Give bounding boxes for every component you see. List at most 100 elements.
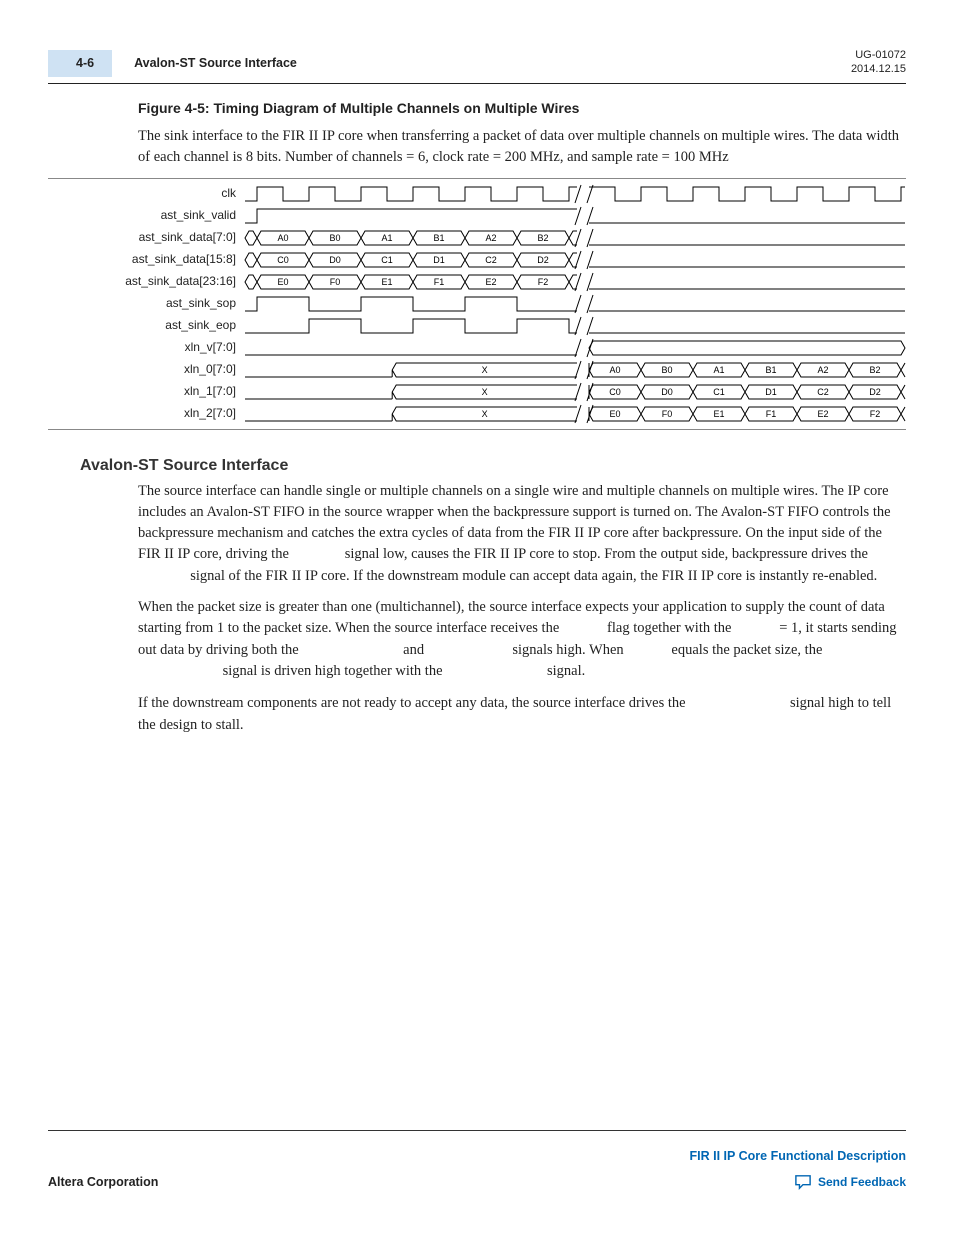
signal-wave (244, 337, 906, 359)
svg-text:B0: B0 (661, 365, 672, 375)
svg-text:D0: D0 (329, 255, 341, 265)
svg-text:C0: C0 (609, 387, 621, 397)
timing-rows: clk ast_sink_valid ast_sink_data[7:0] A0 B0 A… (48, 183, 906, 425)
signal-label: ast_sink_eop (48, 317, 244, 334)
p2a: When the packet size is greater than one… (138, 599, 885, 636)
signal-row: xln_0[7:0]XA0B0A1B1A2B2 (48, 359, 906, 381)
signal-row: xln_2[7:0] X E0 F0 E1 F1 E2 F2 (48, 403, 906, 425)
svg-text:B0: B0 (329, 233, 340, 243)
timing-diagram: clk ast_sink_valid ast_sink_data[7:0] A0 B0 A… (48, 178, 906, 430)
signal-label: xln_2[7:0] (48, 405, 244, 422)
svg-text:A0: A0 (609, 365, 620, 375)
signal-wave (244, 205, 906, 227)
header-rule (48, 83, 906, 84)
signal-wave: E0F0E1F1E2F2 (244, 271, 906, 293)
page-header: 4-6 Avalon-ST Source Interface UG-01072 … (48, 48, 906, 77)
page-footer: Altera Corporation FIR II IP Core Functi… (48, 1147, 906, 1191)
section-p3: If the downstream components are not rea… (138, 693, 906, 736)
signal-wave (244, 293, 906, 315)
send-feedback-link[interactable]: Send Feedback (690, 1174, 906, 1191)
svg-text:B2: B2 (869, 365, 880, 375)
header-right: UG-01072 2014.12.15 (851, 48, 906, 77)
timing-top-rule (48, 178, 906, 179)
signal-label: xln_0[7:0] (48, 361, 244, 378)
section-title: Avalon-ST Source Interface (80, 454, 906, 477)
svg-text:A1: A1 (713, 365, 724, 375)
signal-wave (244, 315, 906, 337)
doc-id: UG-01072 (851, 48, 906, 62)
svg-text:F1: F1 (766, 409, 777, 419)
svg-text:D1: D1 (765, 387, 777, 397)
svg-text:D2: D2 (537, 255, 549, 265)
p1c: signal of the FIR II IP core. If the dow… (187, 568, 878, 584)
svg-text:A2: A2 (485, 233, 496, 243)
figure-caption: The sink interface to the FIR II IP core… (138, 126, 906, 168)
signal-row: ast_sink_data[7:0] A0 B0 A1 B1 A2 B2 (48, 227, 906, 249)
svg-text:B1: B1 (433, 233, 444, 243)
svg-text:E2: E2 (485, 277, 496, 287)
signal-label: ast_sink_data[7:0] (48, 229, 244, 246)
svg-text:E2: E2 (817, 409, 828, 419)
section-p1: The source interface can handle single o… (138, 481, 906, 587)
signal-label: ast_sink_sop (48, 295, 244, 312)
signal-label: clk (48, 185, 244, 202)
svg-text:A2: A2 (817, 365, 828, 375)
footer-left: Altera Corporation (48, 1173, 158, 1191)
svg-text:X: X (482, 387, 488, 397)
p2h: signal. (543, 663, 585, 679)
signal-label: ast_sink_data[23:16] (48, 273, 244, 290)
header-left: 4-6 Avalon-ST Source Interface (48, 50, 297, 76)
feedback-label: Send Feedback (818, 1174, 906, 1191)
signal-row: xln_v[7:0] (48, 337, 906, 359)
signal-wave: XA0B0A1B1A2B2 (244, 359, 906, 381)
signal-wave (244, 183, 906, 205)
svg-text:E1: E1 (713, 409, 724, 419)
signal-row: clk (48, 183, 906, 205)
svg-text:E0: E0 (609, 409, 620, 419)
timing-bottom-rule (48, 429, 906, 430)
signal-label: ast_sink_data[15:8] (48, 251, 244, 268)
svg-text:C1: C1 (713, 387, 725, 397)
svg-text:D1: D1 (433, 255, 445, 265)
signal-row: ast_sink_sop (48, 293, 906, 315)
signal-label: xln_v[7:0] (48, 339, 244, 356)
svg-text:X: X (482, 409, 488, 419)
svg-text:E1: E1 (381, 277, 392, 287)
svg-text:D0: D0 (661, 387, 673, 397)
svg-text:A0: A0 (277, 233, 288, 243)
svg-text:C0: C0 (277, 255, 289, 265)
signal-row: ast_sink_data[23:16]E0F0E1F1E2F2 (48, 271, 906, 293)
svg-text:F0: F0 (662, 409, 673, 419)
signal-row: xln_1[7:0]XC0D0C1D1C2D2 (48, 381, 906, 403)
signal-row: ast_sink_eop (48, 315, 906, 337)
footer-rule (48, 1130, 906, 1131)
page-number-badge: 4-6 (48, 50, 112, 76)
footer-doc-title[interactable]: FIR II IP Core Functional Description (690, 1147, 906, 1165)
svg-text:C1: C1 (381, 255, 393, 265)
svg-text:C2: C2 (485, 255, 497, 265)
signal-wave: C0 D0 C1 D1 C2 D2 (244, 249, 906, 271)
p2e: signals high. When (509, 642, 628, 658)
signal-row: ast_sink_data[15:8] C0 D0 C1 D1 C2 D2 (48, 249, 906, 271)
doc-date: 2014.12.15 (851, 62, 906, 76)
section-p2: When the packet size is greater than one… (138, 597, 906, 683)
p2d: and (400, 642, 428, 658)
signal-wave: X E0 F0 E1 F1 E2 F2 (244, 403, 906, 425)
signal-row: ast_sink_valid (48, 205, 906, 227)
p2b: flag together with the (603, 620, 735, 636)
p2g: signal is driven high together with the (219, 663, 446, 679)
signal-label: xln_1[7:0] (48, 383, 244, 400)
p2f: equals the packet size, the (668, 642, 823, 658)
svg-text:B1: B1 (765, 365, 776, 375)
header-section-title: Avalon-ST Source Interface (134, 54, 297, 72)
svg-text:B2: B2 (537, 233, 548, 243)
figure-title: Figure 4-5: Timing Diagram of Multiple C… (138, 98, 906, 118)
svg-text:C2: C2 (817, 387, 829, 397)
p3a: If the downstream components are not rea… (138, 695, 689, 711)
svg-text:A1: A1 (381, 233, 392, 243)
svg-text:E0: E0 (277, 277, 288, 287)
footer-right: FIR II IP Core Functional Description Se… (690, 1147, 906, 1191)
feedback-icon (794, 1174, 812, 1190)
svg-text:F2: F2 (538, 277, 549, 287)
svg-text:F2: F2 (870, 409, 881, 419)
